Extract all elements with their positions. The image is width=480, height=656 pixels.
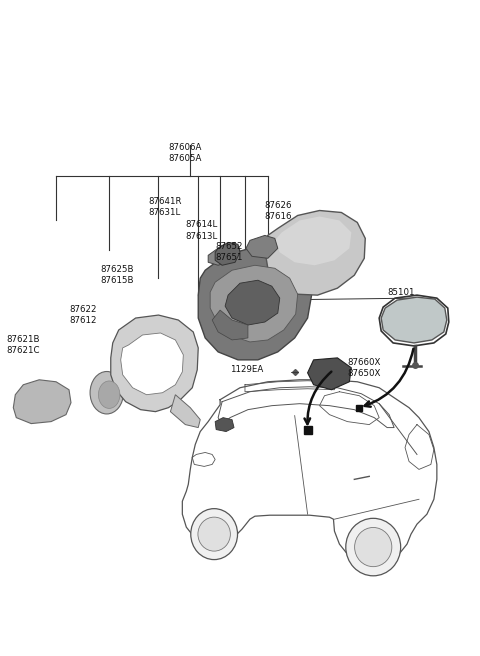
Text: 85101: 85101 — [387, 288, 415, 297]
Polygon shape — [308, 358, 351, 390]
Polygon shape — [120, 333, 183, 395]
Text: 87614L
87613L: 87614L 87613L — [185, 220, 217, 241]
Polygon shape — [198, 249, 312, 360]
Polygon shape — [111, 315, 198, 412]
Text: 87626
87616: 87626 87616 — [265, 201, 292, 220]
Polygon shape — [381, 297, 447, 343]
Polygon shape — [215, 418, 234, 432]
Polygon shape — [215, 242, 240, 265]
Ellipse shape — [191, 508, 238, 560]
Text: 87621B
87621C: 87621B 87621C — [6, 335, 40, 355]
Text: 87652
87651: 87652 87651 — [215, 242, 243, 262]
Ellipse shape — [98, 381, 120, 409]
Text: 87641R
87631L: 87641R 87631L — [148, 197, 182, 216]
Text: 87660X
87650X: 87660X 87650X — [348, 358, 381, 378]
Ellipse shape — [355, 527, 392, 567]
Polygon shape — [210, 265, 298, 342]
Polygon shape — [265, 211, 365, 295]
Ellipse shape — [90, 371, 123, 414]
Text: 87606A
87605A: 87606A 87605A — [168, 143, 202, 163]
Polygon shape — [170, 395, 200, 428]
Text: 87622
87612: 87622 87612 — [69, 305, 96, 325]
Text: 1129EA: 1129EA — [230, 365, 264, 374]
Ellipse shape — [198, 517, 230, 551]
Text: 87625B
87615B: 87625B 87615B — [101, 265, 134, 285]
Polygon shape — [13, 380, 71, 424]
Polygon shape — [275, 216, 351, 265]
Ellipse shape — [346, 518, 401, 576]
Polygon shape — [246, 236, 278, 258]
Polygon shape — [225, 280, 280, 325]
Polygon shape — [208, 242, 240, 265]
Polygon shape — [212, 310, 248, 340]
